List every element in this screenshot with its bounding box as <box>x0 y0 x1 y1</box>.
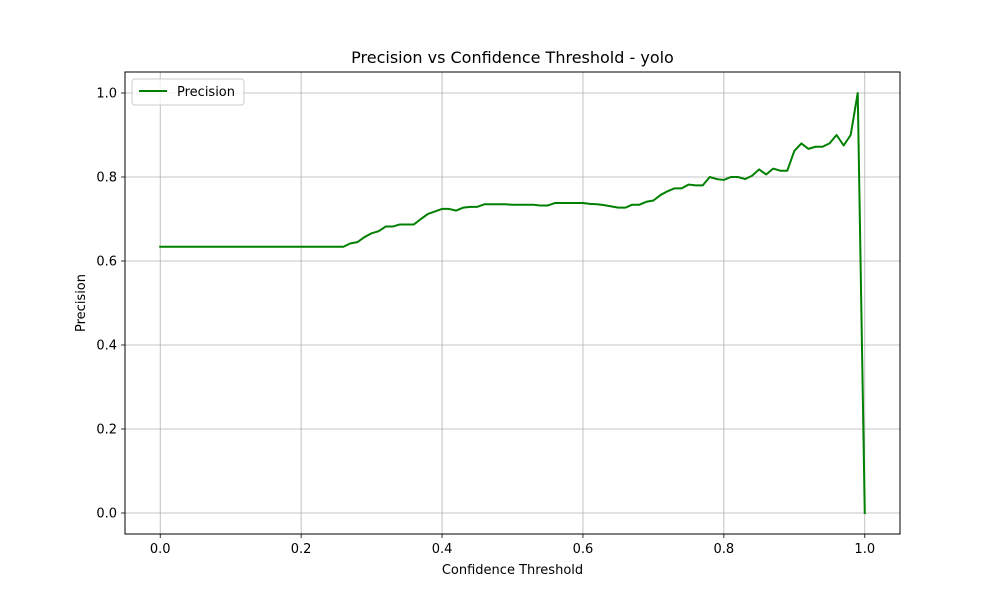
legend: Precision <box>131 78 245 106</box>
grid <box>125 72 900 534</box>
axis-ticks: 0.0 0.2 0.4 0.6 0.8 1.0 0.0 0.2 0.4 0.6 0.8 1.0 <box>96 87 875 558</box>
y-axis-label: Precision <box>74 274 89 332</box>
legend-label-precision: Precision <box>177 85 235 100</box>
legend-box <box>131 78 245 106</box>
y-tick-label: 0.8 <box>96 171 117 186</box>
x-tick-label: 0.2 <box>291 542 312 557</box>
y-tick-label: 0.0 <box>96 507 117 522</box>
x-tick-label: 1.0 <box>854 542 875 557</box>
x-tick-label: 0.6 <box>573 542 594 557</box>
plot-area-frame <box>124 71 901 535</box>
x-tick-label: 0.8 <box>714 542 735 557</box>
x-tick-label: 0.4 <box>432 542 453 557</box>
y-tick-label: 0.2 <box>96 423 117 438</box>
chart-title: Precision vs Confidence Threshold - yolo <box>351 48 674 67</box>
x-axis-label: Confidence Threshold <box>442 563 583 578</box>
y-tick-label: 1.0 <box>96 87 117 102</box>
x-tick-label: 0.0 <box>150 542 171 557</box>
y-tick-label: 0.6 <box>96 255 117 270</box>
series-line-precision <box>159 92 866 515</box>
series-layer <box>159 92 866 515</box>
y-tick-label: 0.4 <box>96 339 117 354</box>
